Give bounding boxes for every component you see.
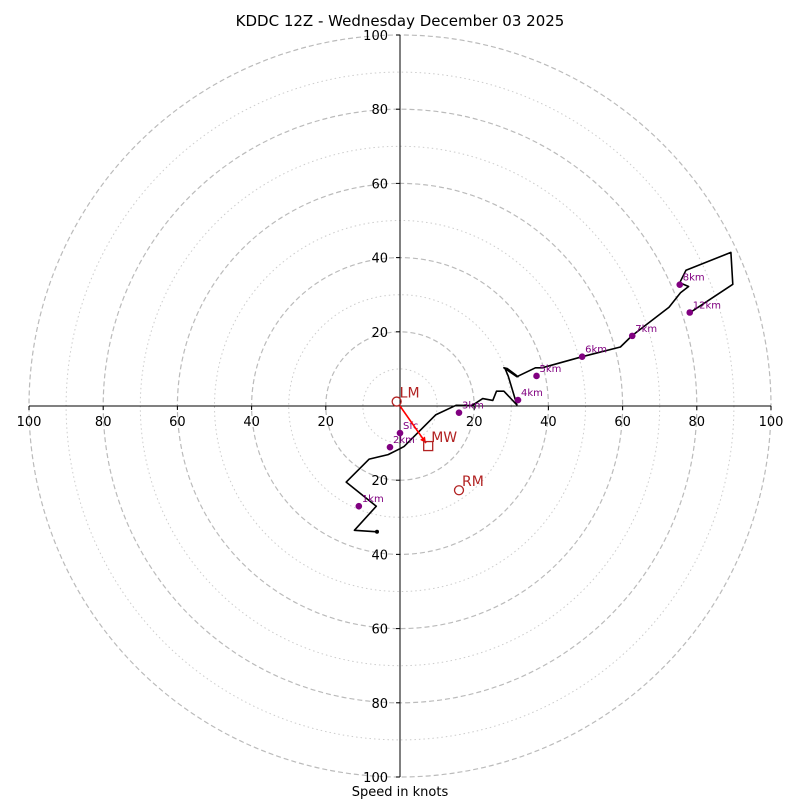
height-marker-dot xyxy=(396,429,404,437)
x-tick-label: 40 xyxy=(540,415,557,430)
x-tick-label: 100 xyxy=(759,415,784,430)
hodograph-trace xyxy=(345,251,734,534)
y-tick-label: 60 xyxy=(371,177,388,192)
storm-motion-label: RM xyxy=(462,474,484,490)
y-tick-label: 60 xyxy=(371,623,388,638)
height-marker-label: 5km xyxy=(540,364,562,375)
height-markers: Sfc 1km 2km 3km 4km 5km 6km 7km 8km 12km xyxy=(355,273,721,510)
x-tick-label: 100 xyxy=(17,415,42,430)
height-marker-dot xyxy=(514,396,522,404)
storm-motion-label: MW xyxy=(431,430,457,446)
x-tick-label: 60 xyxy=(169,415,186,430)
y-tick-label: 20 xyxy=(371,474,388,489)
trace-start-dot xyxy=(374,529,379,534)
chart-title: KDDC 12Z - Wednesday December 03 2025 xyxy=(236,12,565,30)
x-tick-label: 80 xyxy=(689,415,706,430)
y-tick-label: 20 xyxy=(371,326,388,341)
x-tick-label: 60 xyxy=(614,415,631,430)
storm-motions: LM MW RM xyxy=(391,386,484,496)
y-tick-label: 40 xyxy=(371,548,388,563)
x-axis-label: Speed in knots xyxy=(352,785,449,800)
height-marker-dot xyxy=(686,309,694,316)
x-tick-label: 20 xyxy=(318,415,335,430)
y-tick-label: 80 xyxy=(371,697,388,712)
height-marker-dot xyxy=(676,281,684,288)
height-marker-label: 12km xyxy=(693,301,721,312)
y-tick-label: 100 xyxy=(363,29,388,44)
height-marker-dot xyxy=(578,353,586,360)
height-marker-label: 3km xyxy=(462,401,484,412)
height-marker-label: 7km xyxy=(635,324,657,335)
height-marker-dot xyxy=(355,502,363,510)
height-marker-dot xyxy=(628,332,636,340)
y-tick-label: 100 xyxy=(363,771,388,786)
tick-labels: 100 80 60 40 20 20 40 60 80 100 100 80 60 40 20 20 40 60 8… xyxy=(17,29,784,786)
storm-motion-marker xyxy=(423,440,434,452)
hodograph-line xyxy=(345,251,734,533)
y-tick-label: 40 xyxy=(371,252,388,267)
height-marker-label: 1km xyxy=(362,494,384,505)
x-tick-label: 40 xyxy=(243,415,260,430)
shear-vector-arrow xyxy=(399,405,427,444)
x-tick-label: 20 xyxy=(466,415,483,430)
height-marker-label: 2km xyxy=(393,435,415,446)
storm-motion-marker xyxy=(453,485,465,496)
height-marker-label: 6km xyxy=(585,345,607,356)
height-marker-dot xyxy=(455,409,463,416)
x-tick-label: 80 xyxy=(95,415,112,430)
storm-motion-marker xyxy=(391,396,402,407)
height-marker-dot xyxy=(386,443,394,451)
height-marker-label: Sfc xyxy=(403,421,418,432)
height-marker-label: 4km xyxy=(521,388,543,399)
y-tick-label: 80 xyxy=(371,103,388,118)
height-marker-dot xyxy=(533,372,540,380)
height-marker-label: 8km xyxy=(683,273,705,284)
storm-motion-label: LM xyxy=(400,386,420,402)
